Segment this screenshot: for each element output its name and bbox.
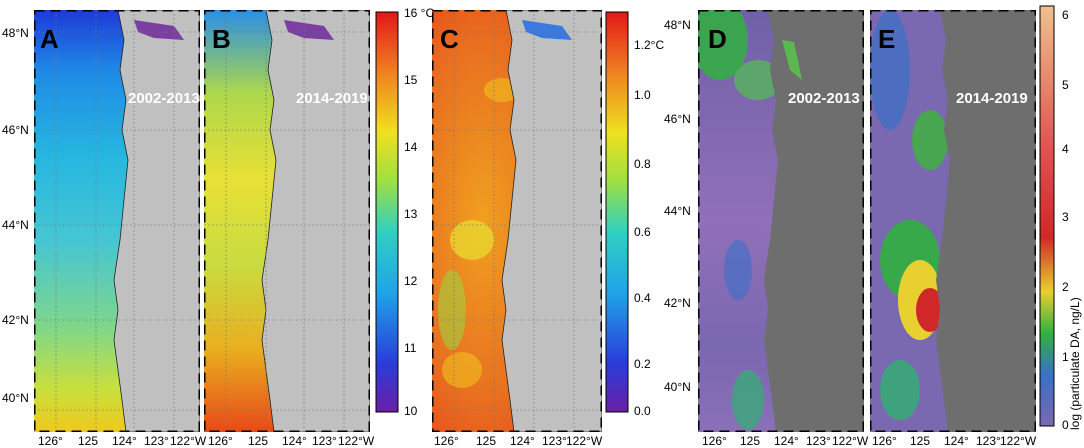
panel-d-map (698, 10, 864, 432)
panel-c-letter: C (440, 24, 459, 54)
lon-label-c: 123° (542, 434, 567, 448)
colorbar-da-tick: 5 (1062, 78, 1069, 92)
lon-label-c: 126° (434, 434, 459, 448)
lat-label: 48°N (2, 26, 29, 40)
lon-label-e: 123° (976, 434, 1001, 448)
lon-label-e: 122°W (1000, 434, 1037, 448)
lon-label-c: 124° (510, 434, 535, 448)
lon-label-a: 124° (112, 434, 137, 448)
lon-label-d: 125 (740, 434, 761, 448)
colorbar-da-tick: 2 (1062, 280, 1069, 294)
panel-d-letter: D (708, 24, 727, 54)
colorbar-sst-tick: 10 (404, 404, 418, 418)
lon-label-d: 122°W (832, 434, 869, 448)
panel-e-period: 2014-2019 (956, 90, 1028, 107)
colorbar-diff-tick: 0.0 (634, 404, 651, 418)
colorbar-da-tick: 6 (1062, 8, 1069, 22)
colorbar-sst-tick: 11 (404, 341, 417, 355)
colorbar-diff-tick: 0.8 (634, 157, 651, 171)
colorbar-da-tick: 4 (1062, 142, 1069, 156)
colorbar-sst (375, 11, 399, 413)
lon-label-a: 126° (38, 434, 63, 448)
lon-label-b: 124° (282, 434, 307, 448)
panel-e-map (870, 10, 1036, 432)
lon-label-e: 126° (872, 434, 897, 448)
lon-label-b: 125 (248, 434, 269, 448)
panel-a-letter: A (40, 24, 59, 54)
lon-label-e: 124° (944, 434, 969, 448)
colorbar-diff-tick: 0.4 (634, 291, 651, 305)
lon-label-c: 122°W (566, 434, 603, 448)
panel-e-letter: E (878, 24, 896, 54)
panel-a-period: 2002-2013 (128, 90, 200, 107)
lon-label-d: 126° (702, 434, 727, 448)
colorbar-da (1039, 5, 1055, 427)
lon-label-a: 125 (78, 434, 99, 448)
lat-label: 40°N (2, 391, 29, 405)
panel-c-map (432, 10, 602, 432)
colorbar-sst-tick: 14 (404, 140, 418, 154)
lat-label-d: 40°N (664, 380, 691, 394)
lon-label-a: 123° (144, 434, 169, 448)
lat-label: 46°N (2, 123, 29, 137)
lon-label-e: 125 (910, 434, 931, 448)
colorbar-da-title: log (particulate DA, ng/L) (1068, 297, 1082, 430)
colorbar-da-tick: 3 (1062, 210, 1069, 224)
panel-d-period: 2002-2013 (788, 90, 860, 107)
colorbar-diff-tick: 1.0 (634, 88, 651, 102)
panel-b-map (204, 10, 370, 432)
colorbar-diff-tick: 0.2 (634, 357, 651, 371)
colorbar-da-tick: 0 (1062, 418, 1069, 432)
colorbar-sst-tick: 16 °C (404, 6, 435, 20)
colorbar-da-tick: 1 (1062, 350, 1069, 364)
lat-label: 42°N (2, 313, 29, 327)
colorbar-sst-tick: 13 (404, 207, 418, 221)
colorbar-diff-tick: 1.2°C (634, 38, 665, 52)
panel-b-letter: B (212, 24, 231, 54)
lon-label-b: 123° (312, 434, 337, 448)
lon-label-d: 124° (774, 434, 799, 448)
colorbar-sst-tick: 12 (404, 274, 418, 288)
panel-a-map (34, 10, 200, 432)
lon-label-b: 126° (208, 434, 233, 448)
lat-label: 44°N (2, 218, 29, 232)
lon-label-d: 123° (806, 434, 831, 448)
lon-label-a: 122°W (170, 434, 207, 448)
colorbar-sst-tick: 15 (404, 73, 418, 87)
lat-label-d: 44°N (664, 204, 691, 218)
lat-label-d: 42°N (664, 296, 691, 310)
colorbar-diff (605, 11, 629, 413)
lon-label-b: 122°W (338, 434, 375, 448)
lat-label-d: 48°N (664, 18, 691, 32)
colorbar-diff-tick: 0.6 (634, 225, 651, 239)
lat-label-d: 46°N (664, 112, 691, 126)
lon-label-c: 125 (476, 434, 497, 448)
panel-b-period: 2014-2019 (296, 90, 368, 107)
